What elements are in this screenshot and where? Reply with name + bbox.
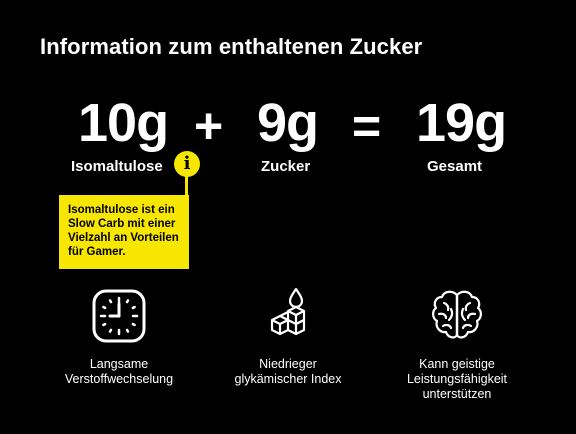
feature-line: glykämischer Index — [234, 372, 342, 386]
feature-text: Niedrieger glykämischer Index — [203, 357, 373, 387]
feature-line: Leistungsfähigkeit — [406, 372, 508, 386]
info-icon[interactable]: i — [174, 151, 200, 177]
clock-icon — [92, 289, 146, 343]
page-title: Information zum enthaltenen Zucker — [40, 34, 423, 59]
feature-line: Langsame — [89, 357, 149, 371]
feature-low-glycemic-index: Niedrieger glykämischer Index — [203, 287, 373, 387]
feature-text: Kann geistige Leistungsfähigkeit unterst… — [372, 357, 542, 402]
feature-slow-metabolism: Langsame Verstoffwechselung — [34, 287, 204, 387]
feature-text: Langsame Verstoffwechselung — [34, 357, 204, 387]
sugar-label: Zucker — [261, 158, 311, 175]
brain-icon — [432, 290, 482, 339]
feature-line: Kann geistige — [419, 357, 495, 371]
isomaltulose-label: Isomaltulose — [71, 158, 163, 175]
feature-line: unterstützen — [422, 387, 492, 401]
sugar-amount: 9g — [257, 93, 319, 153]
feature-cognitive-performance: Kann geistige Leistungsfähigkeit unterst… — [372, 287, 542, 402]
feature-line: Verstoffwechselung — [64, 372, 174, 386]
isomaltulose-amount: 10g — [78, 93, 169, 153]
sugar-cubes-icon — [270, 287, 306, 336]
equals-sign: = — [352, 98, 382, 154]
feature-line: Niedrieger — [259, 357, 317, 371]
info-tooltip: Isomaltulose ist ein Slow Carb mit einer… — [59, 195, 189, 269]
plus-sign: + — [194, 98, 224, 154]
total-label: Gesamt — [427, 158, 483, 175]
total-amount: 19g — [416, 93, 507, 153]
tooltip-pointer — [185, 176, 188, 198]
